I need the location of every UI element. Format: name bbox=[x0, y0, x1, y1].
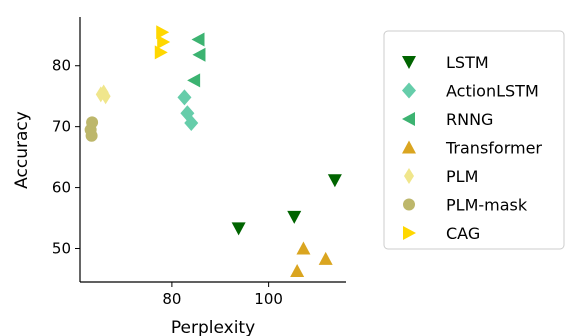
data-point bbox=[85, 129, 98, 142]
legend-marker bbox=[403, 226, 416, 240]
x-tick-label: 100 bbox=[254, 290, 283, 308]
legend-label: LSTM bbox=[446, 53, 489, 72]
legend-label: RNNG bbox=[446, 110, 493, 129]
x-tick-label: 80 bbox=[162, 290, 181, 308]
legend-marker bbox=[404, 168, 414, 184]
data-point bbox=[327, 174, 342, 188]
legend-label: PLM-mask bbox=[446, 196, 528, 215]
legend-marker bbox=[402, 112, 415, 126]
series-actionlstm bbox=[177, 89, 199, 131]
y-tick-label: 50 bbox=[52, 239, 71, 257]
series-plm bbox=[95, 84, 111, 105]
series-lstm bbox=[231, 174, 342, 236]
legend-label: PLM bbox=[446, 167, 478, 186]
y-tick-label: 60 bbox=[52, 179, 71, 197]
series-cag bbox=[154, 25, 171, 60]
plot-area bbox=[84, 25, 342, 278]
data-point bbox=[191, 32, 205, 47]
x-axis-label: Perplexity bbox=[171, 318, 255, 336]
data-point bbox=[177, 89, 192, 106]
legend-marker bbox=[402, 56, 416, 69]
data-point bbox=[100, 88, 111, 105]
data-point bbox=[154, 45, 168, 60]
data-point bbox=[290, 264, 305, 278]
data-point bbox=[157, 34, 171, 49]
data-point bbox=[296, 241, 311, 255]
data-point bbox=[231, 222, 246, 236]
legend-label: Transformer bbox=[445, 139, 542, 158]
data-point bbox=[156, 25, 170, 40]
y-axis-label: Accuracy bbox=[12, 111, 32, 189]
y-tick-label: 70 bbox=[52, 118, 71, 136]
series-transformer bbox=[290, 241, 333, 278]
legend-marker bbox=[402, 140, 416, 154]
data-point bbox=[318, 251, 333, 265]
axes bbox=[79, 17, 346, 283]
data-point bbox=[184, 115, 199, 131]
legend-marker bbox=[402, 82, 416, 99]
legend-label: CAG bbox=[446, 224, 480, 243]
legend-frame bbox=[383, 30, 565, 250]
legend: LSTM ActionLSTM RNNG Transformer PLM PLM-mask… bbox=[383, 30, 565, 250]
series-plm-mask bbox=[84, 116, 99, 142]
ticks: 80 100 50 60 70 80 bbox=[52, 57, 283, 308]
legend-label: ActionLSTM bbox=[446, 82, 539, 101]
y-tick-label: 80 bbox=[52, 57, 71, 75]
legend-marker bbox=[403, 198, 415, 211]
data-point bbox=[287, 210, 302, 224]
data-point bbox=[192, 47, 206, 62]
data-point bbox=[187, 73, 201, 88]
series-rnng bbox=[187, 32, 206, 88]
